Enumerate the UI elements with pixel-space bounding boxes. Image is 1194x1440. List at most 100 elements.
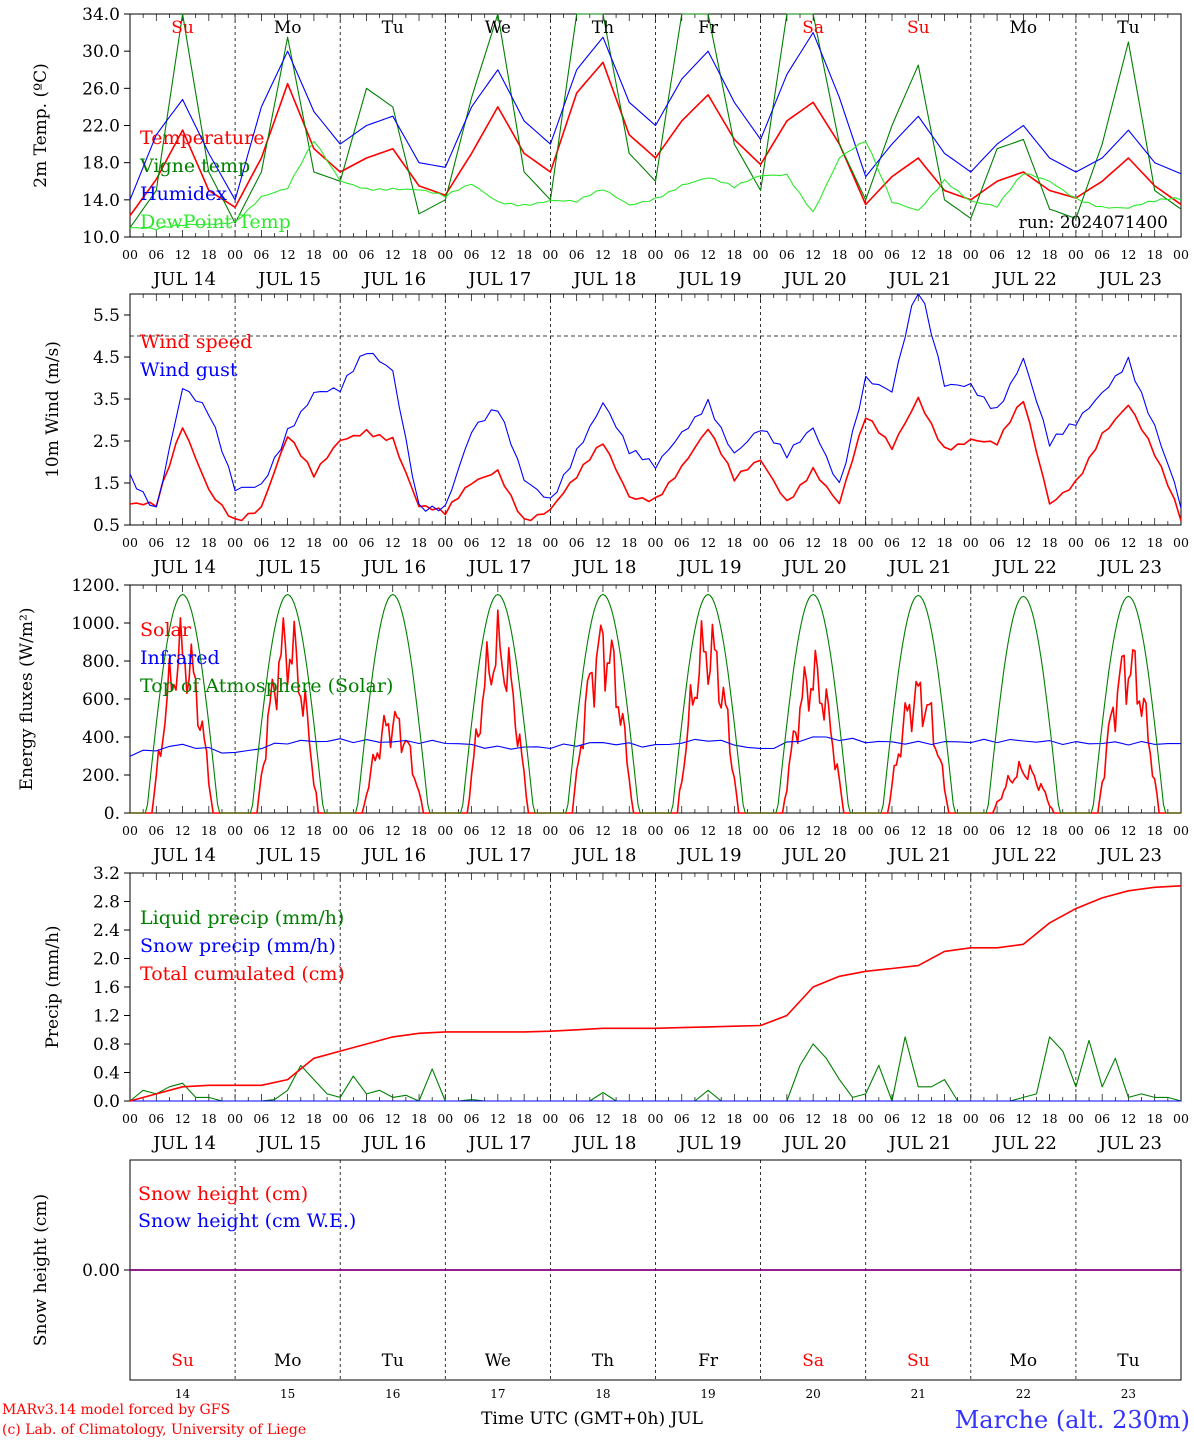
day-number-label: 20 xyxy=(806,1387,821,1401)
series-wind-gust xyxy=(129,293,1182,512)
panel-2: 0.5 1.5 2.5 3.5 4.5 5.5 00 06 12 18 JUL 14 00 06 12 18… xyxy=(43,293,1189,578)
legend-dewpoint-temp: DewPoint Temp xyxy=(140,211,291,233)
y-axis-label: Snow height (cm) xyxy=(31,1194,51,1346)
hour-tick-label: 12 xyxy=(490,823,506,838)
date-label: JUL 21 xyxy=(887,845,952,866)
hour-tick-label: 06 xyxy=(569,823,585,838)
hour-tick-label: 12 xyxy=(385,535,401,550)
hour-tick-label: 06 xyxy=(989,535,1005,550)
y-tick-label: 0.5 xyxy=(93,516,120,536)
hour-tick-label: 00 xyxy=(437,1111,453,1126)
hour-tick-label: 06 xyxy=(674,823,690,838)
date-label: JUL 20 xyxy=(782,1133,847,1154)
weekday-label: Mo xyxy=(1010,18,1038,38)
hour-tick-label: 06 xyxy=(1094,1111,1110,1126)
hour-tick-label: 00 xyxy=(122,1111,138,1126)
hour-tick-label: 18 xyxy=(516,1111,532,1126)
date-label: JUL 22 xyxy=(992,845,1057,866)
y-tick-label: 2.5 xyxy=(93,432,120,452)
date-label: JUL 14 xyxy=(151,1133,216,1154)
date-label: JUL 18 xyxy=(571,845,636,866)
y-tick-label: 14.0 xyxy=(82,191,120,211)
hour-tick-label: 12 xyxy=(805,535,821,550)
y-tick-label: 800. xyxy=(82,652,120,672)
hour-tick-label: 06 xyxy=(884,247,900,262)
y-axis-label: 2m Temp. (ºC) xyxy=(31,63,51,188)
hour-tick-label: 00 xyxy=(858,823,874,838)
hour-tick-label: 12 xyxy=(490,1111,506,1126)
hour-tick-label: 00 xyxy=(227,823,243,838)
hour-tick-label: 18 xyxy=(306,823,322,838)
date-label: JUL 14 xyxy=(151,845,216,866)
legend-snow-precip-mm-h: Snow precip (mm/h) xyxy=(140,935,336,957)
day-number-label: 19 xyxy=(700,1387,715,1401)
date-label: JUL 22 xyxy=(992,557,1057,578)
hour-tick-label: 12 xyxy=(1015,1111,1031,1126)
date-label: JUL 16 xyxy=(361,269,426,290)
date-label: JUL 18 xyxy=(571,557,636,578)
hour-tick-label: 06 xyxy=(989,823,1005,838)
hour-tick-label: 06 xyxy=(253,823,269,838)
date-label: JUL 20 xyxy=(782,269,847,290)
hour-tick-label: 18 xyxy=(201,823,217,838)
y-tick-label: 0.00 xyxy=(82,1261,120,1281)
hour-tick-label: 06 xyxy=(569,1111,585,1126)
date-label: JUL 16 xyxy=(361,557,426,578)
weekday-label: Tu xyxy=(1117,18,1139,38)
hour-tick-label: 00 xyxy=(648,823,664,838)
hour-tick-label: 06 xyxy=(359,1111,375,1126)
x-axis-title: Time UTC (GMT+0h) JUL xyxy=(481,1409,703,1429)
hour-tick-label: 18 xyxy=(411,1111,427,1126)
y-tick-label: 1200. xyxy=(71,576,120,596)
hour-tick-label: 00 xyxy=(122,535,138,550)
hour-tick-label: 06 xyxy=(359,247,375,262)
day-number-label: 17 xyxy=(490,1387,505,1401)
weekday-label: Su xyxy=(171,1351,194,1371)
hour-tick-label: 12 xyxy=(805,1111,821,1126)
hour-tick-label: 18 xyxy=(411,535,427,550)
weekday-label: Fr xyxy=(698,18,719,38)
y-tick-label: 34.0 xyxy=(82,5,120,25)
hour-tick-label: 00 xyxy=(437,823,453,838)
hour-tick-label: 00 xyxy=(332,535,348,550)
date-label: JUL 21 xyxy=(887,1133,952,1154)
legend-top-of-atmosphere-solar: Top of Atmosphere (Solar) xyxy=(140,675,393,697)
y-tick-label: 0.8 xyxy=(93,1035,120,1055)
hour-tick-label: 12 xyxy=(595,535,611,550)
legend-humidex: Humidex xyxy=(140,183,227,205)
hour-tick-label: 00 xyxy=(1068,1111,1084,1126)
y-tick-label: 18.0 xyxy=(82,154,120,174)
hour-tick-label: 06 xyxy=(148,1111,164,1126)
hour-tick-label: 12 xyxy=(700,823,716,838)
hour-tick-label: 18 xyxy=(1147,1111,1163,1126)
legend-wind-speed: Wind speed xyxy=(140,331,252,353)
hour-tick-label: 12 xyxy=(280,823,296,838)
hour-tick-label: 12 xyxy=(700,535,716,550)
weekday-label: Su xyxy=(907,1351,930,1371)
hour-tick-label: 12 xyxy=(805,247,821,262)
hour-tick-label: 06 xyxy=(884,823,900,838)
day-number-label: 21 xyxy=(911,1387,926,1401)
hour-tick-label: 12 xyxy=(910,247,926,262)
hour-tick-label: 12 xyxy=(1015,247,1031,262)
weekday-label: Tu xyxy=(382,1351,404,1371)
hour-tick-label: 18 xyxy=(306,535,322,550)
hour-tick-label: 06 xyxy=(359,535,375,550)
legend-solar: Solar xyxy=(140,619,192,641)
hour-tick-label: 12 xyxy=(280,247,296,262)
hour-tick-label: 00 xyxy=(332,247,348,262)
panels: 10.0 14.0 18.0 22.0 26.0 30.0 34.0 00 06 12 18 JUL … xyxy=(17,5,1189,1401)
hour-tick-label: 00 xyxy=(542,247,558,262)
date-label: JUL 20 xyxy=(782,557,847,578)
hour-tick-label: 00 xyxy=(437,247,453,262)
hour-tick-label: 18 xyxy=(306,1111,322,1126)
hour-tick-label: 18 xyxy=(1147,247,1163,262)
y-tick-label: 3.5 xyxy=(93,390,120,410)
y-tick-label: 10.0 xyxy=(82,228,120,248)
hour-tick-label: 18 xyxy=(201,247,217,262)
hour-tick-label: 00 xyxy=(858,535,874,550)
hour-tick-label: 00 xyxy=(753,1111,769,1126)
hour-tick-label: 18 xyxy=(621,535,637,550)
date-label: JUL 18 xyxy=(571,269,636,290)
hour-tick-label: 12 xyxy=(175,823,191,838)
